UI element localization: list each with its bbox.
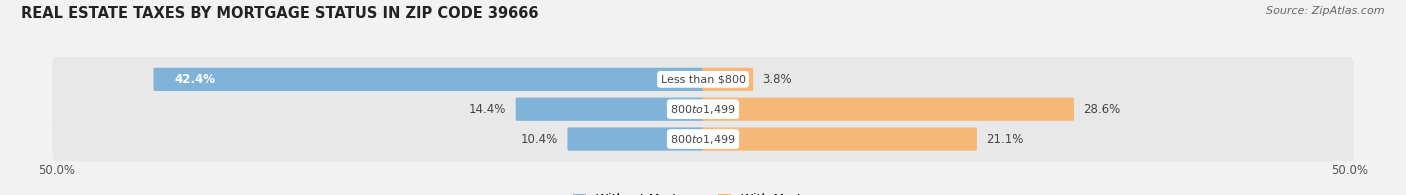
Text: Less than $800: Less than $800 [661,74,745,84]
FancyBboxPatch shape [52,117,1354,161]
Text: $800 to $1,499: $800 to $1,499 [671,103,735,116]
FancyBboxPatch shape [52,87,1354,132]
FancyBboxPatch shape [153,68,704,91]
Text: $800 to $1,499: $800 to $1,499 [671,133,735,145]
FancyBboxPatch shape [516,98,704,121]
Text: 28.6%: 28.6% [1083,103,1121,116]
FancyBboxPatch shape [702,68,754,91]
Text: 21.1%: 21.1% [986,133,1024,145]
Text: Source: ZipAtlas.com: Source: ZipAtlas.com [1267,6,1385,16]
Text: 42.4%: 42.4% [174,73,215,86]
FancyBboxPatch shape [702,127,977,151]
Text: REAL ESTATE TAXES BY MORTGAGE STATUS IN ZIP CODE 39666: REAL ESTATE TAXES BY MORTGAGE STATUS IN … [21,6,538,21]
Text: 14.4%: 14.4% [470,103,506,116]
Text: 10.4%: 10.4% [520,133,558,145]
Legend: Without Mortgage, With Mortgage: Without Mortgage, With Mortgage [574,193,832,195]
Text: 3.8%: 3.8% [762,73,792,86]
FancyBboxPatch shape [568,127,704,151]
FancyBboxPatch shape [52,57,1354,102]
FancyBboxPatch shape [702,98,1074,121]
